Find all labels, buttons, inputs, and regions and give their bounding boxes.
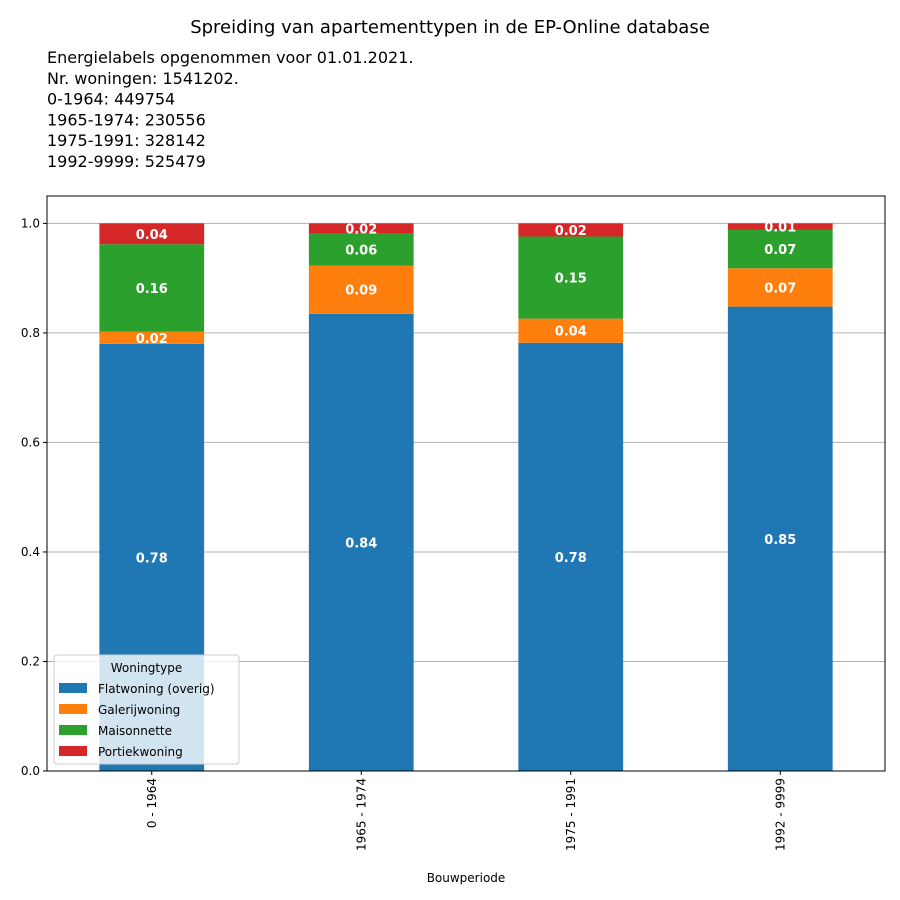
bar-value-label: 0.09 (345, 284, 377, 299)
subtitle-line: 1975-1991: 328142 (47, 131, 206, 150)
bar-segment (518, 236, 624, 319)
axes-frame (46, 195, 886, 772)
bar-value-label: 0.84 (345, 536, 377, 551)
legend-title: Woningtype (111, 661, 182, 675)
plot-area: 0.78 0.02 0.16 0.04 0.84 0.09 0.06 0.02 0.78 0.04… (21, 195, 886, 851)
legend-items: Flatwoning (overig) Galerijwoning Maisonne… (59, 682, 215, 759)
bar-value-label: 0.78 (555, 551, 587, 566)
bar-segment (308, 313, 414, 771)
legend-swatch (59, 746, 87, 756)
bar-segment (99, 223, 205, 245)
y-tick-label: 0.2 (21, 654, 40, 668)
bars (99, 223, 833, 771)
bar-value-label: 0.04 (555, 325, 587, 340)
y-tick-label: 1.0 (21, 216, 40, 230)
x-axis: 0 - 1964 1965 - 1974 1975 - 1991 1992 - 999… (145, 771, 787, 851)
bar-segment (99, 331, 205, 344)
y-axis: 0.0 0.2 0.4 0.6 0.8 1.0 (21, 216, 47, 778)
bar-value-label: 0.07 (764, 281, 796, 296)
bar-value-label: 0.04 (136, 228, 168, 243)
bar-labels: 0.78 0.02 0.16 0.04 0.84 0.09 0.06 0.02 0.78 0.04… (136, 221, 797, 567)
bar-value-label: 0.85 (764, 533, 796, 548)
subtitle-line: 1992-9999: 525479 (47, 152, 206, 171)
subtitle-line: 0-1964: 449754 (47, 90, 175, 109)
bar-segment (518, 223, 624, 237)
x-tick-label: 1975 - 1991 (564, 778, 578, 851)
subtitle-line: 1965-1974: 230556 (47, 110, 206, 129)
x-tick-label: 1992 - 9999 (773, 778, 787, 851)
chart-subtitle: Energielabels opgenommen voor 01.01.2021… (47, 48, 413, 171)
bar-value-label: 0.15 (555, 272, 587, 287)
bar-value-label: 0.02 (345, 223, 377, 238)
bar-value-label: 0.02 (136, 332, 168, 347)
bar-value-label: 0.78 (136, 551, 168, 566)
bar-segment (308, 223, 414, 234)
legend-entry: Galerijwoning (98, 703, 180, 717)
legend-box (53, 654, 240, 765)
legend-swatch (59, 725, 87, 735)
bar-segment (518, 318, 624, 343)
legend-entry: Flatwoning (overig) (98, 682, 215, 696)
bar-value-label: 0.16 (136, 282, 168, 297)
legend-entry: Maisonnette (98, 724, 172, 738)
bar-segment (727, 268, 833, 307)
x-axis-label: Bouwperiode (427, 871, 506, 885)
x-tick-label: 0 - 1964 (145, 778, 159, 828)
legend-swatch (59, 683, 87, 693)
y-tick-label: 0.6 (21, 435, 40, 449)
y-tick-label: 0.0 (21, 764, 40, 778)
legend: Woningtype Flatwoning (overig) Galerijwon… (53, 654, 240, 765)
bar-segment (727, 306, 833, 771)
x-tick-label: 1965 - 1974 (354, 778, 368, 851)
bar-segment (727, 229, 833, 269)
y-tick-label: 0.4 (21, 545, 40, 559)
legend-entry: Portiekwoning (98, 745, 183, 759)
legend-swatch (59, 704, 87, 714)
bar-segment (727, 223, 833, 230)
subtitle-line: Nr. woningen: 1541202. (47, 69, 239, 88)
bar-segment (99, 244, 205, 332)
bar-value-label: 0.01 (764, 221, 796, 236)
chart-title: Spreiding van apartementtypen in de EP-O… (190, 17, 710, 38)
bar-segment (308, 265, 414, 314)
y-tick-label: 0.8 (21, 326, 40, 340)
bar-value-label: 0.02 (555, 224, 587, 239)
bar-value-label: 0.07 (764, 243, 796, 258)
bar-value-label: 0.06 (345, 244, 377, 259)
bar-segment (518, 342, 624, 771)
subtitle-line: Energielabels opgenommen voor 01.01.2021… (47, 48, 413, 67)
bar-segment (308, 233, 414, 266)
